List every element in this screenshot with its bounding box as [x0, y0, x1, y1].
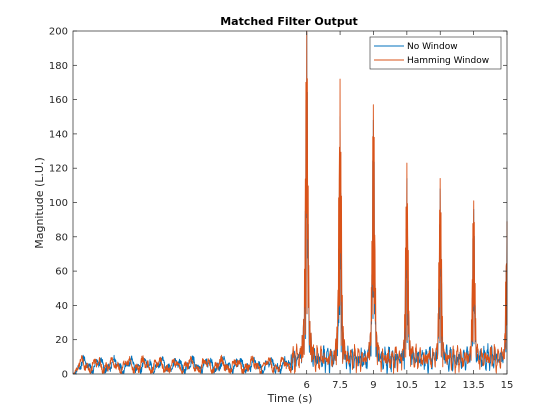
x-tick-label: 7.5 [332, 380, 348, 391]
y-tick-label: 40 [55, 301, 68, 312]
y-tick-label: 100 [49, 198, 68, 209]
x-tick-label: 13.5 [462, 380, 484, 391]
legend-label-hamming-window: Hamming Window [407, 56, 489, 66]
plot-area [73, 31, 507, 374]
series-hamming-window-line [72, 30, 508, 375]
series-layer [72, 30, 508, 375]
y-tick-label: 0 [62, 370, 68, 381]
y-tick-label: 80 [55, 232, 68, 243]
x-tick-label: 15 [501, 380, 514, 391]
y-tick-label: 160 [49, 95, 68, 106]
y-tick-label: 180 [49, 61, 68, 72]
legend: No Window Hamming Window [369, 36, 502, 70]
y-tick-label: 120 [49, 164, 68, 175]
x-tick-label: 6 [304, 380, 310, 391]
y-tick-label: 140 [49, 129, 68, 140]
x-axis-label: Time (s) [267, 392, 313, 405]
y-tick-label: 20 [55, 335, 68, 346]
y-tick-label: 60 [55, 267, 68, 278]
chart-title: Matched Filter Output [220, 15, 358, 28]
legend-box [369, 36, 502, 70]
x-tick-label: 10.5 [396, 380, 418, 391]
y-axis-label: Magnitude (L.U.) [33, 157, 46, 249]
ticks-layer: 0 20 40 60 80 100 120 140 160 180 200 6 7.5 9 10.5 12 13… [49, 27, 513, 392]
x-tick-label: 9 [370, 380, 376, 391]
x-tick-label: 12 [434, 380, 447, 391]
legend-label-no-window: No Window [407, 42, 458, 52]
y-tick-label: 200 [49, 27, 68, 38]
